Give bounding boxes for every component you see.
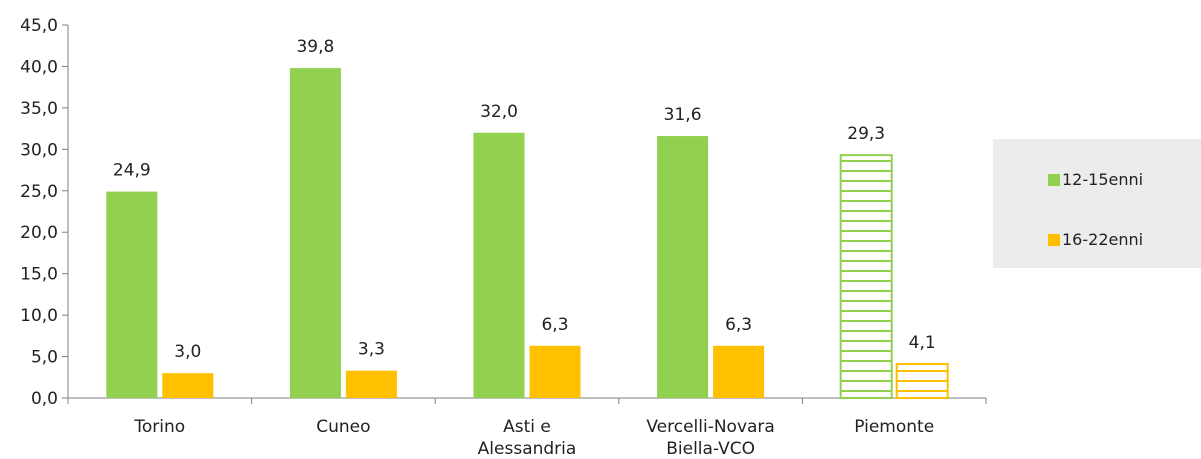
bar-12-15 — [106, 191, 158, 398]
bar-16-22 — [713, 345, 765, 398]
y-tick-label: 10,0 — [20, 306, 58, 326]
y-tick-label: 20,0 — [20, 223, 58, 243]
data-label: 24,9 — [113, 161, 151, 181]
bar-12-15 — [289, 68, 341, 398]
y-tick-label: 0,0 — [31, 389, 58, 409]
data-label: 6,3 — [541, 315, 568, 335]
bar-12-15 — [657, 136, 709, 398]
bar-16-22 — [162, 373, 214, 398]
bar-16-22 — [345, 370, 397, 398]
category-label: Cuneo — [316, 417, 370, 437]
data-label: 29,3 — [847, 124, 885, 144]
y-tick-label: 15,0 — [20, 265, 58, 285]
legend-label-16-22: 16-22enni — [1062, 230, 1144, 249]
bar-12-15 — [473, 132, 525, 398]
data-label: 32,0 — [480, 102, 518, 122]
legend-swatch-12-15 — [1048, 173, 1060, 186]
legend-item-12-15: 12-15enni — [1048, 170, 1143, 189]
category-label: Vercelli-Novara — [646, 417, 775, 437]
category-label: Alessandria — [478, 439, 577, 459]
category-label: Piemonte — [854, 417, 934, 437]
data-label: 6,3 — [725, 315, 752, 335]
y-tick-label: 25,0 — [20, 182, 58, 202]
legend-item-16-22: 16-22enni — [1048, 230, 1143, 249]
bar-16-22 — [895, 363, 949, 400]
legend-swatch-16-22 — [1048, 233, 1060, 246]
legend-label-12-15: 12-15enni — [1062, 170, 1144, 189]
y-tick-label: 5,0 — [31, 348, 58, 368]
data-label: 31,6 — [664, 105, 702, 125]
legend: 12-15enni 16-22enni — [993, 139, 1201, 268]
y-tick-label: 35,0 — [20, 99, 58, 119]
bar-16-22 — [529, 345, 581, 398]
data-label: 3,3 — [358, 340, 385, 360]
y-tick-label: 30,0 — [20, 140, 58, 160]
data-label: 4,1 — [909, 333, 936, 353]
data-label: 39,8 — [296, 37, 334, 57]
y-tick-label: 40,0 — [20, 57, 58, 77]
data-label: 3,0 — [174, 342, 201, 362]
bar-12-15 — [839, 154, 893, 399]
category-label: Biella-VCO — [666, 439, 755, 459]
category-label: Asti e — [503, 417, 551, 437]
y-tick-label: 45,0 — [20, 16, 58, 36]
category-label: Torino — [133, 417, 185, 437]
